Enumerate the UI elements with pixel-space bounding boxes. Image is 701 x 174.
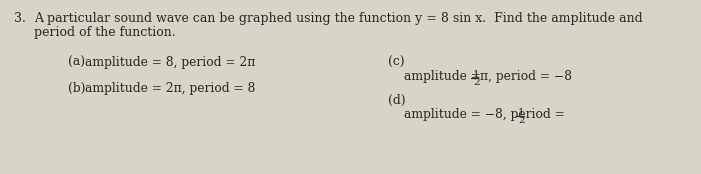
Text: 3.: 3.	[14, 12, 26, 25]
Text: 1: 1	[473, 70, 479, 79]
Text: (b): (b)	[68, 82, 86, 95]
Text: 2: 2	[518, 116, 524, 125]
Text: 2: 2	[473, 78, 479, 87]
Text: A particular sound wave can be graphed using the function y = 8 sin x.  Find the: A particular sound wave can be graphed u…	[34, 12, 643, 25]
Text: amplitude = 2π, period = 8: amplitude = 2π, period = 8	[85, 82, 255, 95]
Text: amplitude = 8, period = 2π: amplitude = 8, period = 2π	[85, 56, 255, 69]
Text: 1: 1	[518, 108, 524, 117]
Text: (a): (a)	[68, 56, 85, 69]
Text: period of the function.: period of the function.	[34, 26, 176, 39]
Text: (c): (c)	[388, 56, 404, 69]
Text: amplitude =: amplitude =	[404, 70, 485, 83]
Text: π, period = −8: π, period = −8	[480, 70, 572, 83]
Text: amplitude = −8, period =: amplitude = −8, period =	[404, 108, 569, 121]
Text: (d): (d)	[388, 94, 406, 107]
